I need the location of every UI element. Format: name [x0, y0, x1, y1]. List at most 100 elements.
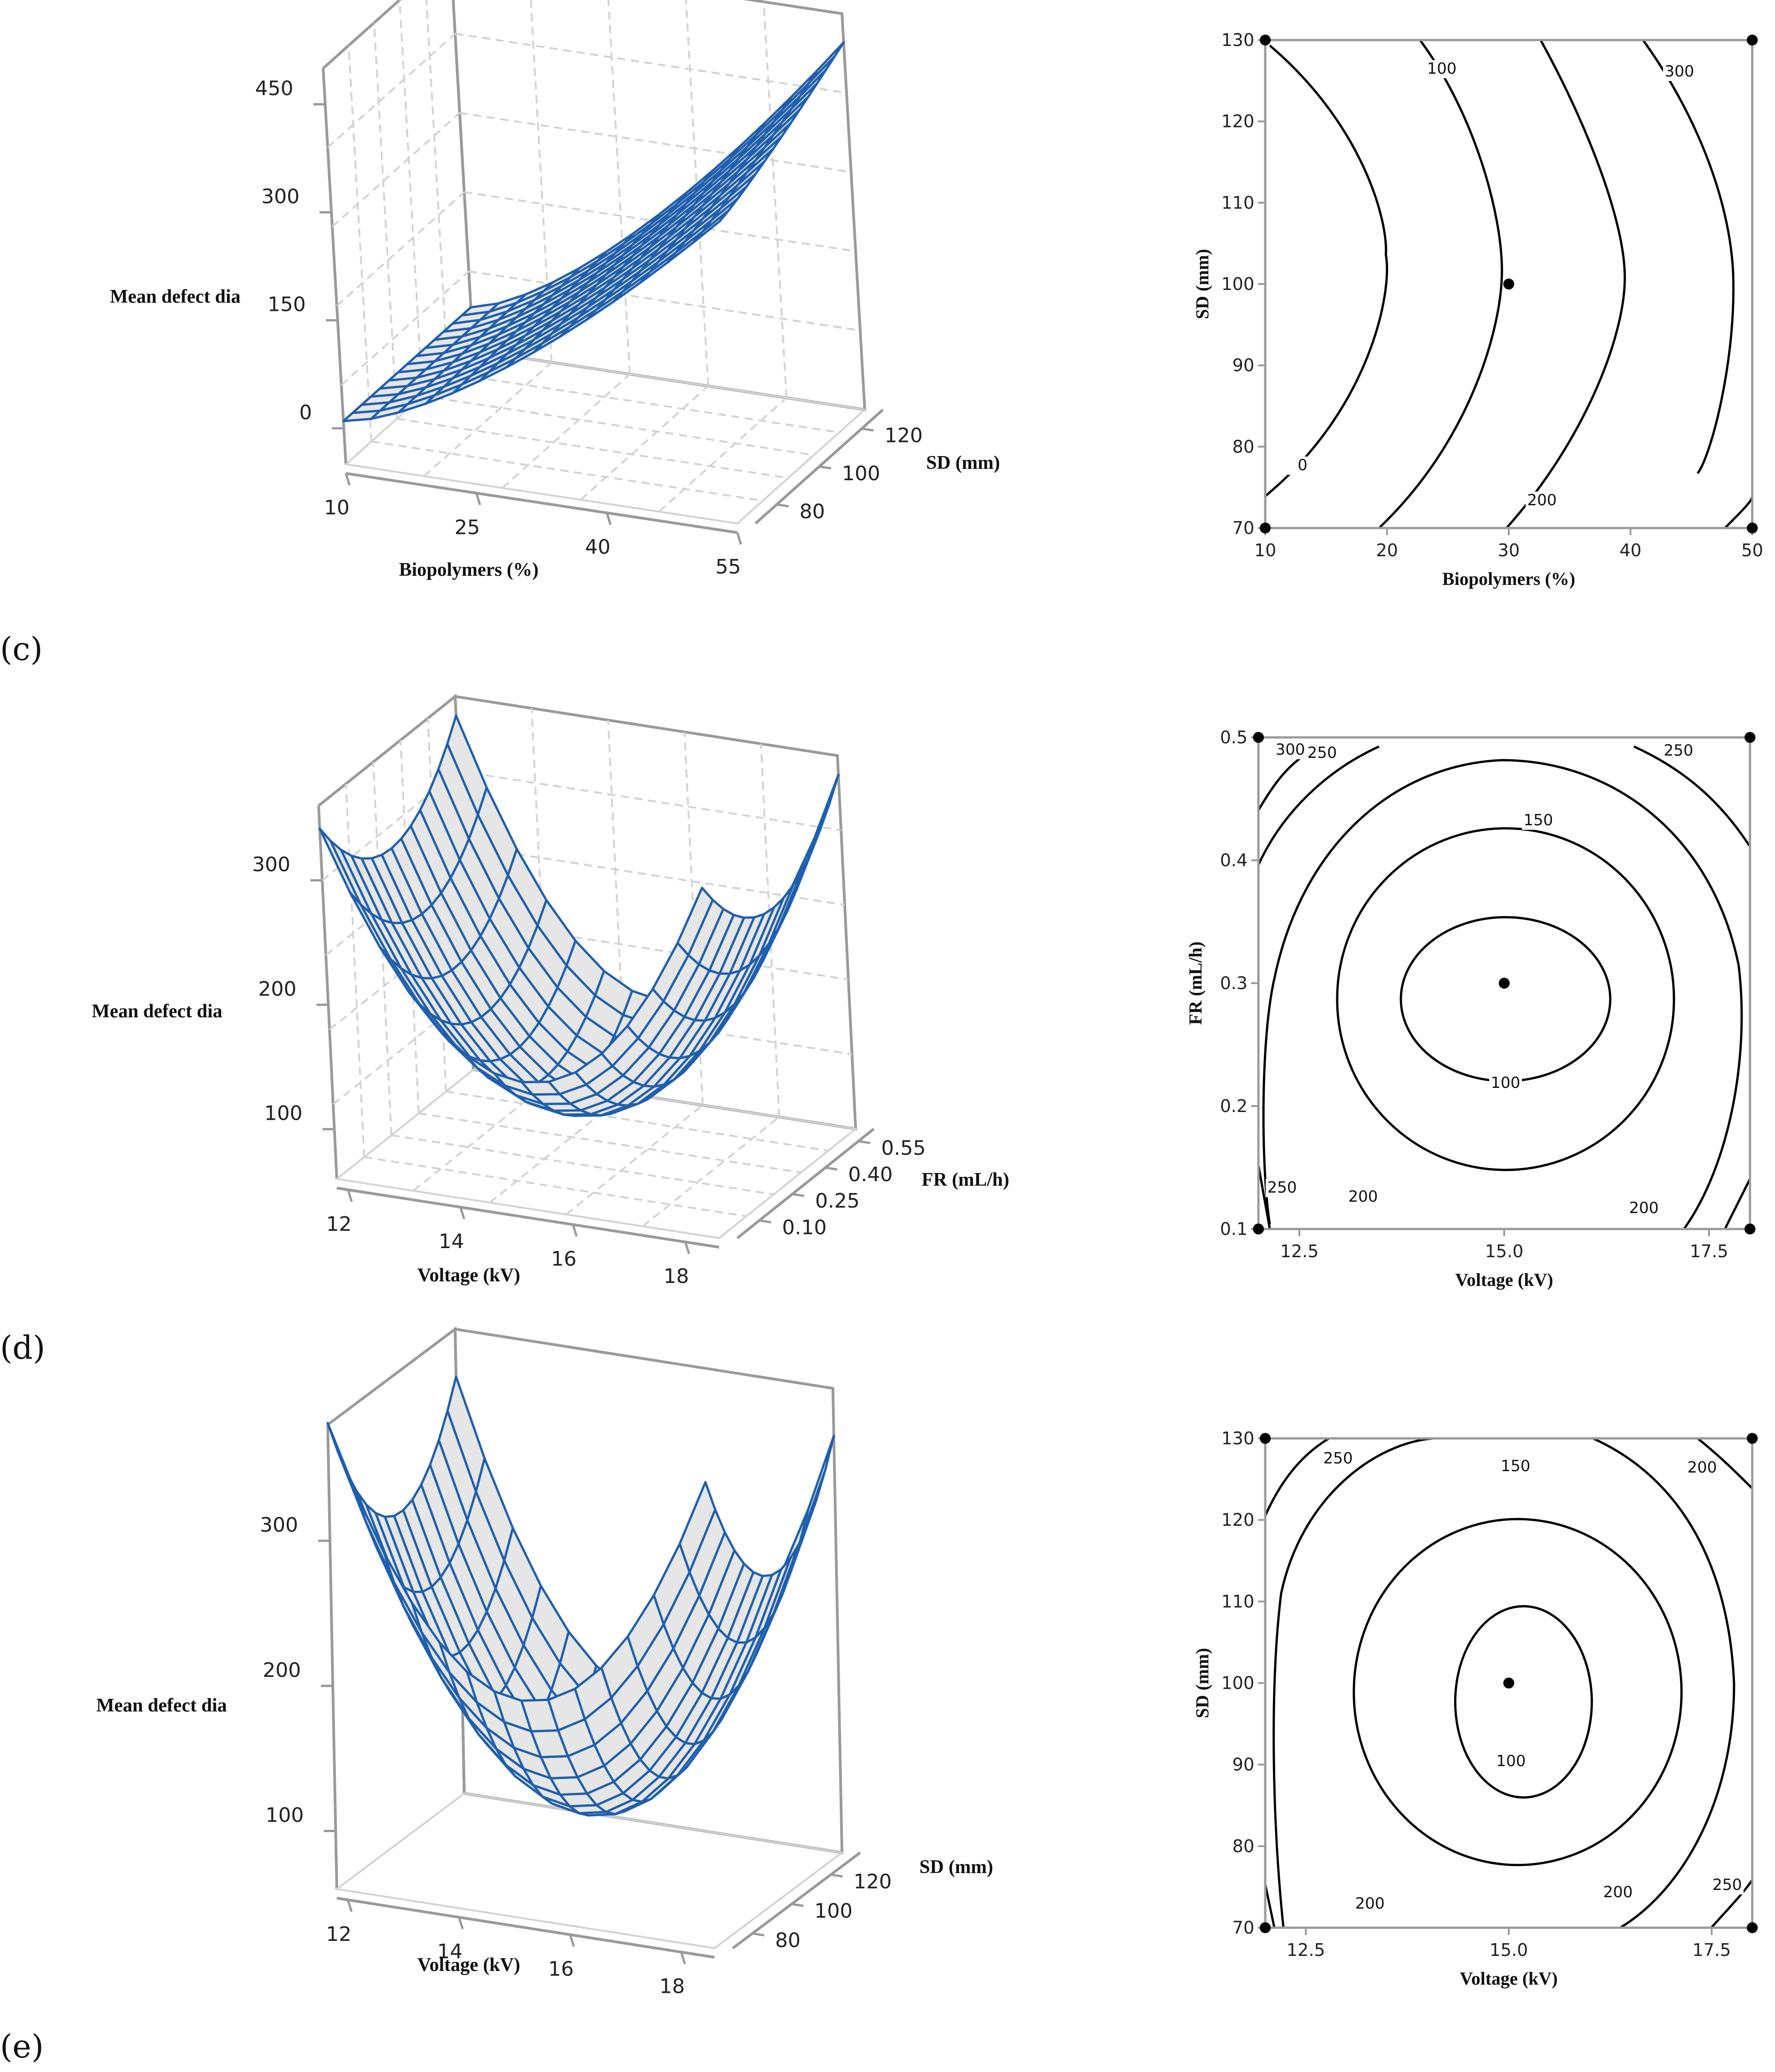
x-tick-label: 10 [324, 496, 350, 519]
z-tick-label: 300 [261, 185, 299, 208]
surface-cell [326, 1422, 367, 1523]
contour-line [1257, 745, 1751, 1230]
x-tick-label: 18 [664, 1265, 689, 1288]
x-tick-label: 18 [659, 1975, 685, 1998]
grid-line [459, 112, 852, 173]
contour-label: 300 [1276, 741, 1305, 759]
contour-label: 100 [1491, 1074, 1521, 1092]
grid-line [331, 112, 461, 228]
contour-label-bg [1526, 492, 1558, 510]
grid-line [425, 0, 449, 374]
x-axis-label: Voltage (kV) [417, 1265, 520, 1286]
z-tick-label: 100 [266, 1804, 304, 1827]
contour-label: 200 [1527, 491, 1557, 509]
design-point [1747, 1433, 1758, 1444]
grid-line [412, 1081, 551, 1192]
x-tick-label: 12.5 [1287, 1940, 1325, 1960]
grid-line [489, 1092, 627, 1204]
contour-label: 200 [1629, 1199, 1659, 1217]
contour-line [1454, 1605, 1593, 1799]
x-tick-label: 12 [326, 1923, 351, 1946]
y-tick-label: 0.5 [1220, 727, 1248, 747]
x-tick [572, 1224, 578, 1237]
grid-line [607, 0, 631, 375]
contour-line [1400, 916, 1612, 1082]
grid-line [327, 33, 456, 148]
x-tick [345, 473, 351, 486]
x-tick-label: 14 [437, 1940, 463, 1963]
design-point [1747, 523, 1758, 533]
x-tick-label: 12.5 [1280, 1241, 1319, 1261]
x-tick-label: 16 [551, 1247, 577, 1270]
contour-label-bg [1489, 1074, 1522, 1092]
y-tick-label: 80 [1232, 437, 1254, 457]
grid-line [530, 0, 553, 363]
x-tick-label: 15.0 [1490, 1940, 1528, 1960]
design-point [1253, 1224, 1264, 1234]
y-tick-label: 100 [842, 462, 880, 485]
y-tick-label: 0.55 [881, 1137, 926, 1160]
x-tick [347, 1899, 353, 1912]
y-tick [792, 1193, 805, 1197]
x-tick [459, 1207, 466, 1219]
contour-label-bg [1602, 1884, 1634, 1902]
contour-line [1262, 759, 1743, 1230]
grid-line [466, 919, 849, 980]
grid-line [396, 418, 789, 479]
x-tick [347, 1189, 353, 1202]
panel-label-d: (d) [0, 1329, 46, 1366]
x-axis-line [336, 1187, 720, 1249]
x-tick-label: 50 [1741, 540, 1763, 560]
grid-line [340, 270, 470, 386]
grid-line [391, 1134, 774, 1195]
z-tick-label: 300 [252, 853, 290, 876]
y-tick-label: 120 [1221, 112, 1254, 132]
y-tick-label: 100 [1221, 274, 1254, 294]
design-point [1503, 1677, 1514, 1689]
contour-label-bg [1711, 1876, 1744, 1894]
contour-label: 100 [1427, 60, 1457, 78]
grid-line [371, 441, 763, 502]
contour-line [1353, 1518, 1683, 1866]
x-tick-label: 55 [715, 555, 741, 579]
design-point [1499, 978, 1510, 989]
contour-label-bg [1354, 1895, 1386, 1913]
x-tick [736, 532, 742, 545]
x-tick [569, 1934, 575, 1947]
grid-line [658, 397, 787, 513]
y-tick-label: 100 [814, 1899, 852, 1923]
x-tick-label: 17.5 [1693, 1940, 1731, 1960]
y-tick-label: 0.10 [782, 1216, 827, 1239]
design-point [1503, 279, 1514, 289]
grid-line [580, 385, 709, 501]
x-tick [605, 512, 612, 525]
design-point [1745, 1224, 1755, 1234]
y-tick [819, 465, 832, 470]
y-tick-label: 0.3 [1220, 973, 1248, 993]
x-tick-label: 16 [548, 1957, 574, 1981]
y-axis-label: FR (mL/h) [1185, 941, 1206, 1025]
x-tick-label: 15.0 [1485, 1241, 1524, 1261]
contour-label-bg [1662, 742, 1695, 760]
grid-line [422, 395, 814, 456]
grid-line [446, 1091, 829, 1152]
y-tick [752, 1932, 765, 1937]
y-tick-label: 120 [1221, 1510, 1254, 1530]
floor [335, 1792, 844, 1950]
contour-label-bg [1266, 1179, 1298, 1197]
y-tick-label: 0.25 [815, 1189, 860, 1213]
x-axis-label: Biopolymers (%) [1442, 569, 1575, 589]
y-tick [861, 427, 874, 432]
contour-label-bg [1425, 60, 1458, 78]
contour-label: 200 [1688, 1458, 1717, 1477]
contour-label-bg [1322, 1450, 1354, 1468]
surface-cell [318, 827, 362, 906]
x-tick [680, 1951, 686, 1965]
contour-label-bg [1522, 812, 1555, 830]
grid-line [332, 994, 471, 1105]
grid-line [372, 762, 392, 1136]
contour-line [1642, 39, 1754, 529]
z-tick-label: 150 [268, 293, 306, 316]
y-axis-label: SD (mm) [926, 452, 1000, 473]
